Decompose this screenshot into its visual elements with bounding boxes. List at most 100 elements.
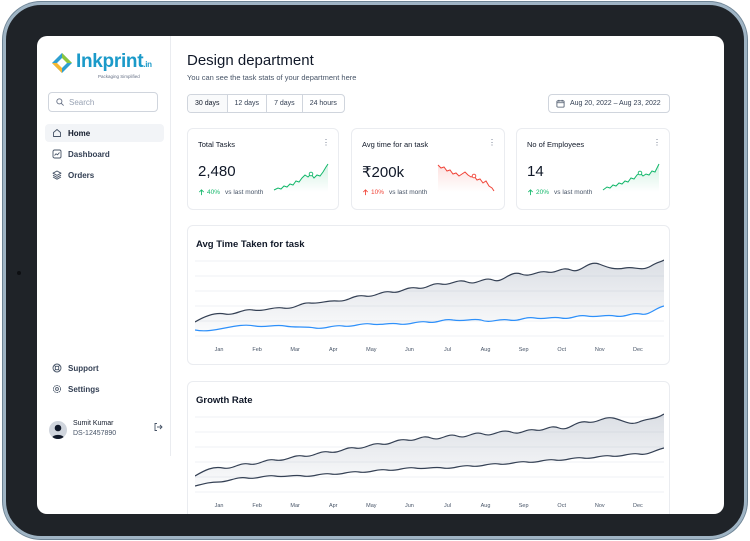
sidebar: Inkprint.in Packaging Simplified Search … xyxy=(37,36,171,456)
logout-button[interactable] xyxy=(153,419,163,437)
x-tick: May xyxy=(366,503,377,509)
avatar xyxy=(49,421,67,439)
tab-24-hours[interactable]: 24 hours xyxy=(309,100,337,107)
x-tick: Feb xyxy=(252,347,262,353)
logout-icon xyxy=(154,423,163,431)
x-tick: Dec xyxy=(632,503,643,509)
nav-label: Settings xyxy=(68,384,100,394)
stat-change-value: 40% xyxy=(207,189,221,196)
tab-30-days[interactable]: 30 days xyxy=(188,95,228,112)
search-icon xyxy=(56,98,64,106)
more-icon[interactable]: ⋮ xyxy=(488,138,496,147)
x-tick: Jul xyxy=(443,347,451,353)
home-icon xyxy=(53,129,61,137)
gear-icon xyxy=(52,384,62,394)
line-chart-growth-rate xyxy=(195,413,664,493)
stat-label: Total Tasks xyxy=(198,140,235,149)
search-placeholder: Search xyxy=(69,97,95,107)
sparkline-total-tasks xyxy=(273,163,329,192)
chart-card-avg-time: Avg Time Taken for task Jan Feb Mar Apr … xyxy=(187,225,670,365)
stat-change: 20% vs last month xyxy=(527,189,592,196)
page-title: Design department xyxy=(187,52,314,69)
x-axis-labels: Jan Feb Mar Apr May Jun Jul Aug Sep Oct … xyxy=(196,503,661,509)
more-icon[interactable]: ⋮ xyxy=(322,138,330,147)
stat-change-value: 10% xyxy=(371,189,385,196)
stat-change: 40% vs last month xyxy=(198,189,263,196)
line-chart-avg-time xyxy=(195,259,664,337)
stat-change-note: vs last month xyxy=(389,189,428,196)
nav-label: Home xyxy=(68,128,91,138)
x-tick: Jul xyxy=(443,503,451,509)
arrow-up-icon xyxy=(199,189,204,196)
x-tick: Aug xyxy=(480,503,491,509)
chart-title: Avg Time Taken for task xyxy=(196,239,305,250)
range-tabs: 30 days 12 days 7 days 24 hours xyxy=(187,94,345,113)
x-tick: Jun xyxy=(404,347,414,353)
x-tick: Feb xyxy=(252,503,262,509)
x-tick: Mar xyxy=(290,503,300,509)
x-tick: Jan xyxy=(214,347,224,353)
search-input[interactable]: Search xyxy=(48,92,158,112)
chart-icon xyxy=(52,149,62,159)
screen: Inkprint.in Packaging Simplified Search … xyxy=(37,36,724,514)
x-tick: Sep xyxy=(518,347,529,353)
series-line-2 xyxy=(195,447,664,487)
date-range-button[interactable]: Aug 20, 2022 – Aug 23, 2022 xyxy=(548,94,670,113)
page-subtitle: You can see the task stats of your depar… xyxy=(187,73,357,82)
brand-tagline: Packaging Simplified xyxy=(98,74,140,79)
x-tick: Jun xyxy=(404,503,414,509)
calendar-icon xyxy=(556,99,565,108)
nav-item-home[interactable]: Home xyxy=(45,124,164,142)
x-tick: Nov xyxy=(594,503,605,509)
lifebuoy-icon xyxy=(52,363,62,373)
stat-card-employees: No of Employees ⋮ 14 20% vs last month xyxy=(516,128,670,210)
nav-item-support[interactable]: Support xyxy=(45,359,164,377)
x-tick: Apr xyxy=(328,503,338,509)
stat-card-avg-time: Avg time for an task ⋮ ₹200k 10% vs last… xyxy=(351,128,505,210)
logo-icon xyxy=(51,52,73,74)
camera xyxy=(17,271,21,275)
nav-item-dashboard[interactable]: Dashboard xyxy=(45,145,164,163)
chart-card-growth-rate: Growth Rate Jan Feb Mar Apr May Ju xyxy=(187,381,670,514)
x-tick: Dec xyxy=(632,347,643,353)
series-line-2 xyxy=(195,305,664,332)
tab-12-days[interactable]: 12 days xyxy=(228,95,268,112)
x-tick: Oct xyxy=(557,347,566,353)
x-tick: Aug xyxy=(480,347,491,353)
nav-item-orders[interactable]: Orders xyxy=(45,166,164,184)
arrow-up-icon xyxy=(528,189,533,196)
x-tick: Apr xyxy=(328,347,338,353)
user-profile[interactable]: Sumit Kumar DS-12457890 xyxy=(49,419,163,439)
x-tick: Jan xyxy=(214,503,224,509)
more-icon[interactable]: ⋮ xyxy=(653,138,661,147)
x-tick: Mar xyxy=(290,347,300,353)
arrow-up-icon xyxy=(363,189,368,196)
x-tick: Sep xyxy=(518,503,529,509)
tablet-frame: Inkprint.in Packaging Simplified Search … xyxy=(3,2,747,539)
stat-value: 14 xyxy=(527,163,544,180)
layers-icon xyxy=(52,170,62,180)
brand-name: Inkprint xyxy=(76,51,144,72)
stat-change-note: vs last month xyxy=(225,189,264,196)
sparkline-employees xyxy=(602,163,660,192)
brand-logo[interactable]: Inkprint.in Packaging Simplified xyxy=(51,52,152,79)
sparkline-avg-time xyxy=(437,164,495,192)
chart-title: Growth Rate xyxy=(196,395,253,406)
tab-7-days[interactable]: 7 days xyxy=(267,95,303,112)
stat-label: Avg time for an task xyxy=(362,140,429,149)
nav-label: Support xyxy=(68,363,99,373)
stat-change: 10% vs last month xyxy=(362,189,427,196)
stat-value: 2,480 xyxy=(198,163,236,180)
stat-card-total-tasks: Total Tasks ⋮ 2,480 40% vs last month xyxy=(187,128,339,210)
x-axis-labels: Jan Feb Mar Apr May Jun Jul Aug Sep Oct … xyxy=(196,347,661,353)
user-name: Sumit Kumar xyxy=(73,420,114,427)
nav-item-settings[interactable]: Settings xyxy=(45,380,164,398)
x-tick: May xyxy=(366,347,377,353)
stat-value: ₹200k xyxy=(362,164,405,181)
x-tick: Nov xyxy=(594,347,605,353)
series-line-1 xyxy=(195,259,664,323)
stat-change-value: 20% xyxy=(536,189,550,196)
brand-suffix: .in xyxy=(143,60,152,69)
stat-change-note: vs last month xyxy=(554,189,593,196)
x-tick: Oct xyxy=(557,503,566,509)
